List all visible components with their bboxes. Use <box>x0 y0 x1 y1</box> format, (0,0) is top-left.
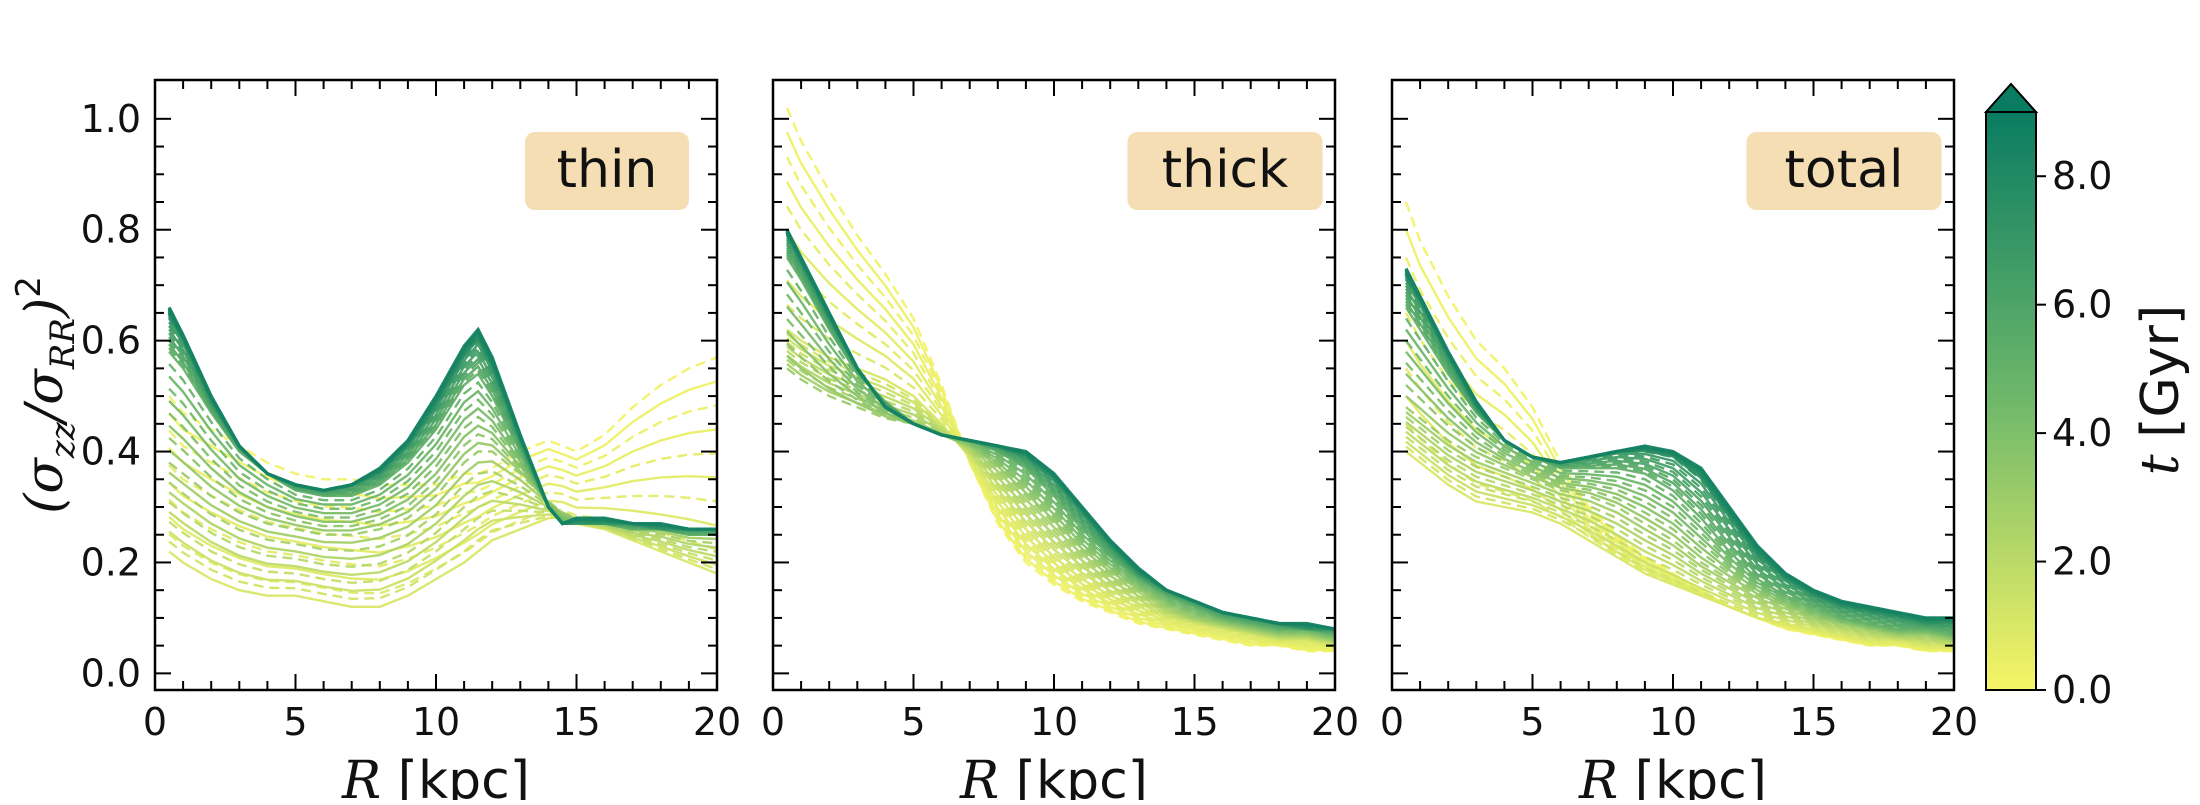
y-tick-label: 0.6 <box>81 319 141 363</box>
series-line-t-0.29 <box>168 380 717 500</box>
svg-text:thick: thick <box>1162 140 1289 200</box>
x-tick-label: 20 <box>1930 700 1978 744</box>
panel-label-thick: thick <box>1127 132 1323 210</box>
series-line-t-3.67 <box>1405 373 1954 640</box>
colorbar-tick-label: 2.0 <box>2052 540 2112 584</box>
panel-label-box <box>1127 132 1323 210</box>
series-line-t-0.56 <box>168 452 717 541</box>
y-tick-label: 0.4 <box>81 430 141 474</box>
series-line-t-2.78 <box>1405 411 1954 642</box>
series-line-t-3.44 <box>168 432 717 536</box>
series-line-t-0.91 <box>786 304 1335 648</box>
panel-label-box <box>525 132 689 210</box>
x-tick-label: 15 <box>1789 700 1837 744</box>
x-tick-label: 0 <box>761 700 785 744</box>
colorbar-tick-label: 8.0 <box>2052 154 2112 198</box>
series-line-t-2.56 <box>1405 416 1954 643</box>
series-lines <box>785 107 1335 653</box>
series-line-t-0.91 <box>1405 422 1954 648</box>
panel-thick: 0 5 10 15 20 R [kpc] thick <box>761 78 1359 805</box>
x-tick-label: 0 <box>143 700 167 744</box>
x-tick-label: 20 <box>1311 700 1359 744</box>
series-line-t-8.50 <box>1404 267 1954 620</box>
y-tick-label: 0.2 <box>81 540 141 584</box>
series-line-t-7.00 <box>1404 278 1954 625</box>
x-tick-label: 0 <box>1380 700 1404 744</box>
series-line-t-1.67 <box>168 509 717 585</box>
panel-total: 0 5 10 15 20 R [kpc] total <box>1380 78 1978 805</box>
y-tick-label: 0.0 <box>81 651 141 695</box>
colorbar-tick-label: 4.0 <box>2052 411 2112 455</box>
series-line-t-5.67 <box>168 339 717 535</box>
series-line-t-1.22 <box>1405 445 1954 647</box>
panel-label-thin: thin <box>525 132 689 210</box>
colorbar-tick-label: 0.0 <box>2052 668 2112 712</box>
x-tick-label: 5 <box>283 700 307 744</box>
series-line-t-0.38 <box>785 156 1335 652</box>
x-axis-label: R [kpc] <box>959 751 1148 800</box>
series-line-t-5.44 <box>168 343 717 535</box>
x-tick-label: 5 <box>901 700 925 744</box>
series-line-t-3.89 <box>786 318 1335 639</box>
series-line-t-3.44 <box>1405 384 1954 641</box>
series-line-t-1.89 <box>1405 430 1954 645</box>
panel-label-total: total <box>1746 132 1942 210</box>
series-line-t-0.82 <box>786 279 1335 649</box>
x-tick-label: 20 <box>693 700 741 744</box>
x-tick-label: 10 <box>1030 700 1078 744</box>
series-line-t-0.56 <box>785 205 1335 650</box>
series-line-t-6.56 <box>1404 285 1954 628</box>
series-line-t-3.00 <box>1405 406 1954 642</box>
y-tick-label: 0.8 <box>81 208 141 252</box>
series-line-t-0.64 <box>786 230 1335 650</box>
series-line-t-4.78 <box>168 363 717 536</box>
series-line-t-5.22 <box>1404 303 1954 635</box>
y-axis-label: (σzz/σRR)2 <box>9 276 83 514</box>
panel-label-box <box>1746 132 1942 210</box>
series-line-t-8.50 <box>785 228 1335 631</box>
series-line-t-0.64 <box>168 474 717 554</box>
x-tick-label: 15 <box>1170 700 1218 744</box>
x-tick-label: 5 <box>1520 700 1544 744</box>
series-line-t-4.78 <box>1405 317 1954 637</box>
series-line-t-0.82 <box>1405 395 1954 649</box>
colorbar: 0.0 2.0 4.0 6.0 8.0 t [Gyr] <box>1983 82 2191 712</box>
series-line-t-0.29 <box>785 131 1335 652</box>
x-axis-label: R [kpc] <box>341 751 530 800</box>
svg-text:thin: thin <box>557 140 658 200</box>
series-line-t-0.73 <box>168 490 717 568</box>
colorbar-extend-arrow <box>1983 82 2039 113</box>
series-line-t-0.82 <box>168 499 717 581</box>
series-lines <box>167 306 717 608</box>
colorbar-gradient <box>1985 111 2037 691</box>
series-line-t-8.50 <box>167 306 717 531</box>
y-tick-label: 1.0 <box>81 97 141 141</box>
series-line-t-1.89 <box>168 499 717 577</box>
series-line-t-4.56 <box>786 281 1335 637</box>
svg-text:total: total <box>1785 140 1904 200</box>
colorbar-tick-label: 6.0 <box>2052 283 2112 327</box>
series-line-t-3.67 <box>786 330 1335 640</box>
panel-thin: 0 5 10 15 20 0.0 0.2 0.4 0.6 0.8 1.0 R [kpc] thin <box>81 78 741 805</box>
series-line-t-1.44 <box>1405 440 1954 646</box>
x-tick-label: 10 <box>412 700 460 744</box>
series-line-t-0.38 <box>168 404 717 514</box>
x-tick-label: 10 <box>1649 700 1697 744</box>
colorbar-label: t [Gyr] <box>2131 305 2191 475</box>
series-line-t-0.20 <box>785 107 1335 653</box>
x-axis-label: R [kpc] <box>1578 751 1767 800</box>
series-lines <box>1404 201 1954 653</box>
x-tick-label: 15 <box>552 700 600 744</box>
series-line-t-2.33 <box>1405 421 1954 644</box>
series-line-t-4.11 <box>786 305 1335 639</box>
